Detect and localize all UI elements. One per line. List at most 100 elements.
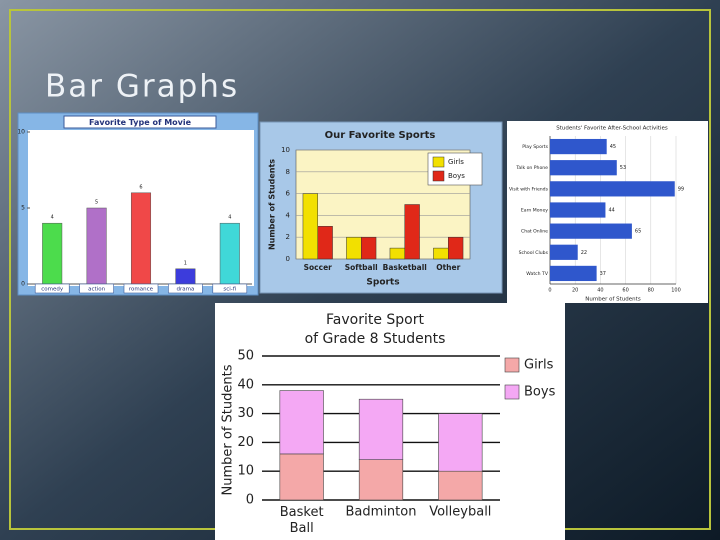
x-tick-label: comedy [41,286,64,292]
chart-title: Favorite Sport [326,312,424,328]
bar [175,268,196,285]
x-tick-label: 80 [648,288,654,294]
legend-swatch [432,170,445,182]
y-tick-label: 10 [237,464,254,479]
title-box [63,115,217,129]
y-tick-label: Chat Online [521,229,548,235]
value-label: 65 [635,229,641,235]
y-tick-label: Visit with Friends [509,186,549,192]
value-label: 4 [228,215,231,221]
x-axis-label: Number of Students [585,297,641,303]
legend-swatch [432,156,445,168]
chart-title: Favorite Type of Movie [89,118,192,127]
bar [550,181,675,197]
x-tick-label: 20 [572,288,578,294]
value-label: 45 [610,144,616,150]
bar [130,192,152,285]
x-tick-label: Volleyball [429,505,491,520]
y-tick-label: 10 [281,146,290,154]
x-tick-label: 40 [597,288,603,294]
value-label: 99 [678,186,684,192]
y-tick-label: 0 [21,281,25,288]
category-box [34,283,70,294]
bar [317,226,333,260]
y-tick-label: 0 [286,255,290,263]
x-tick-label: Basketball [383,263,427,272]
legend-label: Boys [524,385,556,400]
bar-segment [358,398,404,460]
legend-label: Girls [448,158,464,166]
category-box [212,283,248,294]
value-label: 1 [184,260,187,266]
y-tick-label: Play Sports [522,144,548,150]
bar [550,223,632,239]
y-tick-label: 50 [237,349,254,364]
bar-segment [279,453,324,501]
value-label: 22 [581,250,587,256]
bar [550,160,617,176]
bar [448,236,464,260]
y-tick-label: 5 [21,205,25,212]
value-label: 6 [139,184,142,190]
bar [433,247,449,260]
y-tick-label: 40 [237,377,254,392]
bar [550,138,607,155]
bar [302,193,318,260]
bar [550,202,606,218]
bar [404,204,420,260]
bar [389,247,405,260]
y-tick-label: 2 [286,233,290,241]
value-label: 37 [600,271,606,277]
y-tick-label: 0 [246,493,254,508]
bar [346,236,362,260]
chart-frame [507,121,708,303]
slide-title: Bar Graphs [45,69,239,105]
y-tick-label: 10 [17,129,25,136]
x-tick-label: 60 [622,288,628,294]
x-tick-label: Other [436,263,460,272]
x-tick-label: Basket Ball [280,505,324,536]
y-tick-label: 4 [286,211,291,219]
legend-swatch [504,384,520,400]
y-tick-label: 20 [237,435,254,450]
y-tick-label: 6 [286,190,291,198]
y-tick-label: Watch TV [526,271,549,277]
value-label: 4 [51,215,54,221]
value-label: 5 [95,200,98,206]
bar-segment [279,390,324,455]
y-axis-label: Number of Students [221,364,236,495]
category-box [79,283,114,294]
legend-label: Girls [524,358,554,373]
chart-title: Students' Favorite After-School Activiti… [556,126,668,132]
y-tick-label: 8 [286,168,290,176]
x-tick-label: Softball [345,263,378,272]
y-tick-label: School Clubs [519,250,549,256]
y-axis-label: Number of Students [268,159,277,250]
category-box [123,283,159,294]
category-box [168,283,203,294]
bar-segment [358,459,404,501]
bar [361,236,377,260]
bar [219,222,240,285]
bar [42,222,63,285]
y-tick-label: Earn Money [521,208,548,214]
x-tick-label: Soccer [304,263,333,272]
bar [86,207,107,285]
x-tick-label: drama [176,286,194,292]
x-tick-label: romance [129,286,154,292]
legend-label: Boys [448,172,465,180]
value-label: 53 [620,165,626,171]
legend-swatch [504,357,520,373]
bar-segment [438,413,483,472]
chart-title: of Grade 8 Students [305,331,446,347]
y-tick-label: 30 [237,406,254,421]
x-tick-label: action [88,286,105,292]
x-tick-label: 0 [548,288,551,294]
x-tick-label: 100 [671,288,681,294]
x-tick-label: Badminton [346,505,417,520]
chart-title: Our Favorite Sports [325,130,436,141]
bar [550,244,578,260]
x-axis-label: Sports [366,278,399,288]
x-tick-label: sci-fi [223,286,236,292]
value-label: 44 [608,208,614,214]
